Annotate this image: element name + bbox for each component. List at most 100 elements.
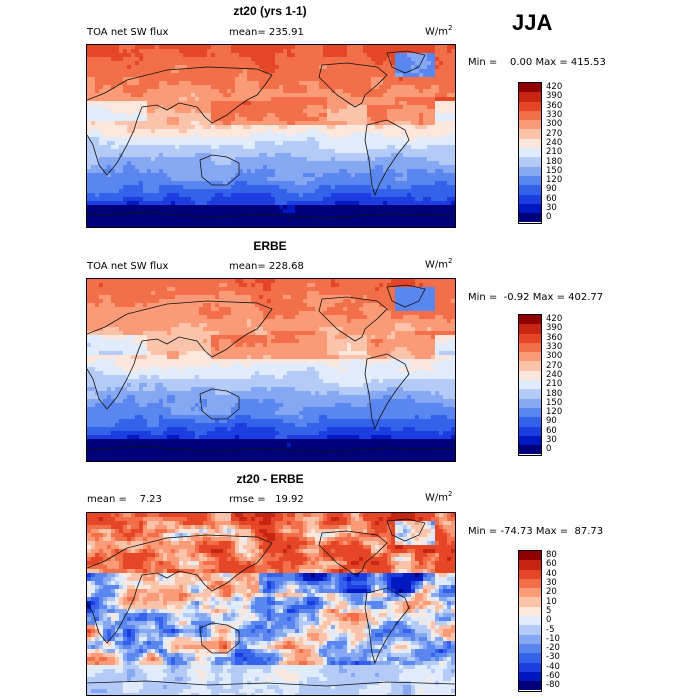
field-cell: [299, 69, 304, 74]
field-cell: [95, 141, 100, 146]
field-cell: [91, 279, 96, 284]
field-cell: [183, 137, 188, 142]
field-cell: [427, 283, 432, 288]
field-cell: [435, 197, 440, 202]
field-cell: [387, 287, 392, 292]
field-cell: [175, 291, 180, 296]
field-cell: [195, 45, 200, 50]
field-cell: [191, 141, 196, 146]
field-cell: [127, 69, 132, 74]
field-cell: [263, 225, 268, 227]
field-cell: [191, 85, 196, 90]
field-cell: [263, 49, 268, 54]
field-cell: [399, 141, 404, 146]
field-cell: [283, 303, 288, 308]
field-cell: [315, 113, 320, 118]
field-cell: [303, 201, 308, 206]
field-cell: [183, 225, 188, 227]
field-cell: [207, 213, 212, 218]
field-cell: [431, 73, 436, 78]
field-cell: [87, 189, 92, 194]
field-cell: [247, 101, 252, 106]
field-cell: [147, 137, 152, 142]
field-cell: [235, 137, 240, 142]
field-cell: [199, 209, 204, 214]
colorbar-tick-label: 120: [546, 175, 563, 186]
field-cell: [91, 169, 96, 174]
field-cell: [219, 189, 224, 194]
field-cell: [427, 141, 432, 146]
field-cell: [339, 287, 344, 292]
field-cell: [383, 287, 388, 292]
field-cell: [447, 169, 452, 174]
field-cell: [419, 287, 424, 292]
field-cell: [123, 177, 128, 182]
field-cell: [435, 165, 440, 170]
field-cell: [183, 77, 188, 82]
field-cell: [431, 149, 436, 154]
field-cell: [179, 69, 184, 74]
field-cell: [99, 45, 104, 50]
field-cell: [367, 109, 372, 114]
field-cell: [219, 129, 224, 134]
field-cell: [439, 49, 444, 54]
field-cell: [171, 197, 176, 202]
field-cell: [435, 287, 440, 292]
field-cell: [235, 299, 240, 304]
field-cell: [443, 299, 448, 304]
field-cell: [155, 113, 160, 118]
field-cell: [207, 145, 212, 150]
field-cell: [271, 129, 276, 134]
field-cell: [327, 117, 332, 122]
field-cell: [119, 283, 124, 288]
field-cell: [131, 165, 136, 170]
field-cell: [211, 221, 216, 226]
field-cell: [251, 221, 256, 226]
field-cell: [87, 307, 92, 312]
field-cell: [155, 129, 160, 134]
field-cell: [275, 165, 280, 170]
field-cell: [335, 287, 340, 292]
field-cell: [283, 101, 288, 106]
field-cell: [363, 73, 368, 78]
field-cell: [319, 93, 324, 98]
field-cell: [447, 125, 452, 130]
field-cell: [99, 213, 104, 218]
field-cell: [215, 189, 220, 194]
field-cell: [439, 279, 444, 284]
field-cell: [343, 49, 348, 54]
field-cell: [387, 181, 392, 186]
field-cell: [211, 303, 216, 308]
field-cell: [103, 279, 108, 284]
field-cell: [255, 303, 260, 308]
field-cell: [103, 105, 108, 110]
field-cell: [423, 209, 428, 214]
field-cell: [347, 197, 352, 202]
field-cell: [431, 85, 436, 90]
field-cell: [435, 153, 440, 158]
field-cell: [371, 49, 376, 54]
field-cell: [287, 61, 292, 66]
field-cell: [327, 299, 332, 304]
field-cell: [399, 117, 404, 122]
field-cell: [443, 149, 448, 154]
field-cell: [371, 205, 376, 210]
field-cell: [203, 129, 208, 134]
field-cell: [283, 137, 288, 142]
field-cell: [431, 205, 436, 210]
field-cell: [123, 85, 128, 90]
field-cell: [127, 201, 132, 206]
field-cell: [231, 49, 236, 54]
field-cell: [359, 295, 364, 300]
field-cell: [211, 113, 216, 118]
field-cell: [183, 173, 188, 178]
field-cell: [103, 133, 108, 138]
field-cell: [163, 105, 168, 110]
field-cell: [239, 53, 244, 58]
field-cell: [235, 205, 240, 210]
field-cell: [203, 53, 208, 58]
field-cell: [127, 145, 132, 150]
field-cell: [447, 121, 452, 126]
field-cell: [291, 201, 296, 206]
field-cell: [315, 177, 320, 182]
